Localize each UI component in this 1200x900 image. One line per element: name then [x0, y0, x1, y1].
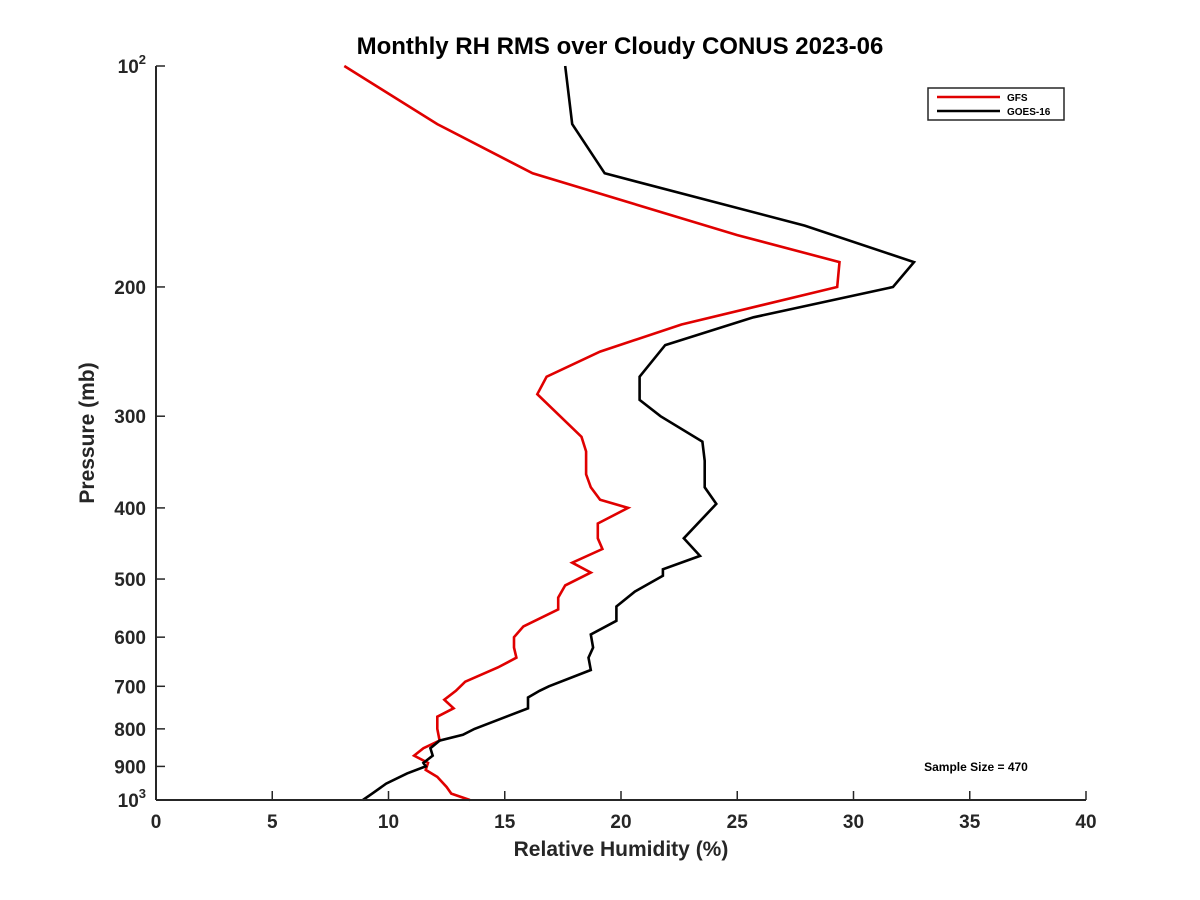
- x-tick-label: 30: [843, 812, 864, 833]
- sample-size-annotation: Sample Size = 470: [924, 760, 1028, 774]
- x-tick-label: 25: [727, 812, 749, 833]
- x-ticks: 0 5 10 15 20 25 30 35 40: [151, 791, 1097, 833]
- x-tick-label: 15: [494, 812, 516, 833]
- y-ticks: 102 200 300 400 500 600 700 800 900 103: [114, 52, 165, 812]
- x-tick-label: 10: [378, 812, 399, 833]
- x-tick-label: 20: [610, 812, 631, 833]
- series-line-gfs: [343, 64, 841, 802]
- series-line-goes16: [362, 65, 917, 802]
- x-tick-label: 0: [151, 812, 162, 833]
- y-tick-label: 103: [118, 786, 146, 812]
- plot-lines: [343, 64, 917, 802]
- axes: [155, 66, 1086, 801]
- legend-box: [927, 87, 1065, 121]
- y-tick-label: 102: [118, 52, 146, 78]
- x-tick-label: 40: [1075, 812, 1096, 833]
- y-axis-label: Pressure (mb): [76, 362, 99, 503]
- legend: GFS GOES-16: [927, 87, 1065, 121]
- legend-label: GFS: [1007, 93, 1028, 104]
- y-tick-label: 700: [114, 677, 146, 698]
- y-tick-label: 200: [114, 278, 146, 299]
- y-tick-label: 800: [114, 720, 146, 741]
- y-tick-label: 900: [114, 757, 146, 778]
- x-tick-label: 35: [959, 812, 981, 833]
- chart-title: Monthly RH RMS over Cloudy CONUS 2023-06: [357, 33, 884, 60]
- x-axis-label: Relative Humidity (%): [514, 838, 729, 861]
- legend-label: GOES-16: [1007, 107, 1051, 118]
- y-tick-label: 300: [114, 407, 146, 428]
- x-tick-label: 5: [267, 812, 278, 833]
- y-tick-label: 600: [114, 628, 146, 649]
- y-tick-label: 500: [114, 570, 146, 591]
- y-tick-label: 400: [114, 499, 146, 520]
